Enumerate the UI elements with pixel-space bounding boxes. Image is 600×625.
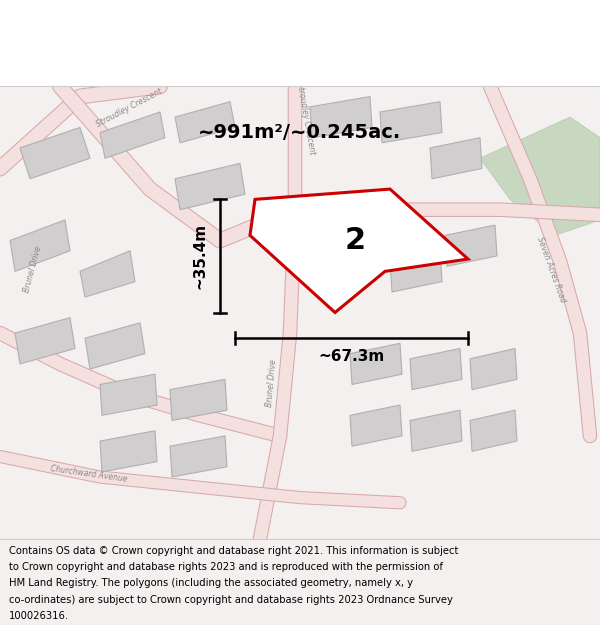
Polygon shape <box>20 127 90 179</box>
Text: 100026316.: 100026316. <box>9 611 69 621</box>
Polygon shape <box>15 318 75 364</box>
Polygon shape <box>80 251 135 297</box>
Text: 2: 2 <box>344 226 365 255</box>
Polygon shape <box>10 220 70 271</box>
Polygon shape <box>310 225 362 266</box>
Polygon shape <box>445 225 497 266</box>
Polygon shape <box>390 251 442 292</box>
Polygon shape <box>100 431 157 472</box>
Polygon shape <box>480 117 600 236</box>
Polygon shape <box>430 138 482 179</box>
Polygon shape <box>350 343 402 384</box>
Text: ~35.4m: ~35.4m <box>192 223 207 289</box>
Polygon shape <box>175 102 235 143</box>
Text: Stroudley Crescent: Stroudley Crescent <box>95 87 164 129</box>
Polygon shape <box>310 96 372 138</box>
Polygon shape <box>410 349 462 389</box>
Text: 2, STROUDLEY CRESCENT, PRESTON, WEYMOUTH, DT3 6NT: 2, STROUDLEY CRESCENT, PRESTON, WEYMOUTH… <box>48 17 552 32</box>
Polygon shape <box>100 374 157 416</box>
Text: Brunel Drive: Brunel Drive <box>265 359 278 407</box>
Polygon shape <box>175 163 245 209</box>
Polygon shape <box>170 436 227 477</box>
Polygon shape <box>250 189 468 312</box>
Text: Seven Acres Road: Seven Acres Road <box>535 236 567 304</box>
Text: ~67.3m: ~67.3m <box>319 349 385 364</box>
Text: ~991m²/~0.245ac.: ~991m²/~0.245ac. <box>199 123 401 142</box>
Text: HM Land Registry. The polygons (including the associated geometry, namely x, y: HM Land Registry. The polygons (includin… <box>9 578 413 588</box>
Polygon shape <box>350 405 402 446</box>
Text: to Crown copyright and database rights 2023 and is reproduced with the permissio: to Crown copyright and database rights 2… <box>9 562 443 572</box>
Polygon shape <box>170 379 227 421</box>
Text: Stroudley Crescent: Stroudley Crescent <box>295 81 317 155</box>
Polygon shape <box>85 322 145 369</box>
Text: Contains OS data © Crown copyright and database right 2021. This information is : Contains OS data © Crown copyright and d… <box>9 546 458 556</box>
Polygon shape <box>380 102 442 143</box>
Polygon shape <box>100 112 165 158</box>
Polygon shape <box>470 349 517 389</box>
Polygon shape <box>410 410 462 451</box>
Text: Map shows position and indicative extent of the property.: Map shows position and indicative extent… <box>120 56 480 69</box>
Text: Brunel Drive: Brunel Drive <box>22 246 43 294</box>
Polygon shape <box>470 410 517 451</box>
Text: Churchward Avenue: Churchward Avenue <box>50 464 128 484</box>
Text: co-ordinates) are subject to Crown copyright and database rights 2023 Ordnance S: co-ordinates) are subject to Crown copyr… <box>9 595 453 605</box>
